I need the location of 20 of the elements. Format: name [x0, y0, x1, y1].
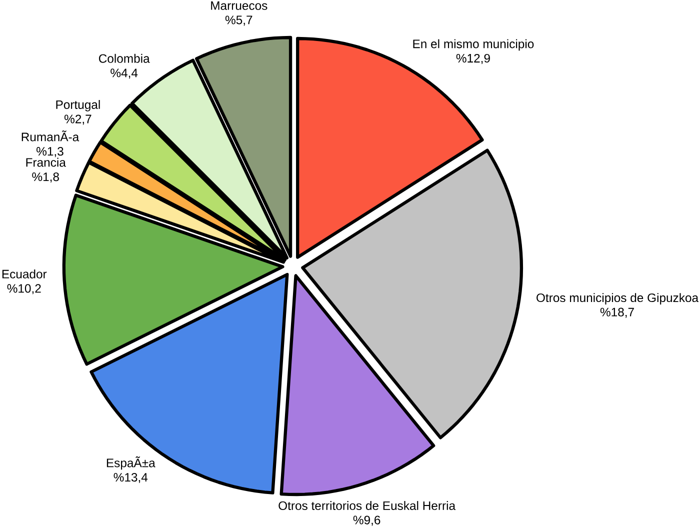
data-label: %9,6 — [353, 516, 380, 526]
slice-label: EspaÃ±a — [106, 456, 156, 470]
data-label: %5,7 — [225, 16, 252, 26]
data-label: %10,2 — [7, 284, 41, 294]
data-label: %1,3 — [36, 146, 64, 157]
slice-label: Marruecos — [211, 1, 268, 10]
data-label: %18,7 — [600, 308, 634, 318]
slice-label: Otros municipios de Gipuzkoa — [536, 293, 699, 304]
slice-label: Otros territorios de Euskal Herria — [278, 500, 456, 510]
slice-label: Portugal — [56, 100, 100, 112]
data-label: %1,8 — [32, 172, 59, 182]
data-label: %4,4 — [110, 68, 138, 79]
slice-label: RumanÃ-a — [22, 130, 80, 142]
slice-label: En el mismo municipio — [413, 39, 534, 51]
data-label: %13,4 — [114, 472, 148, 483]
slice-label: Colombia — [98, 54, 150, 63]
data-label: %12,9 — [456, 54, 490, 64]
data-label: %2,7 — [64, 114, 92, 125]
slice-label: Ecuador — [2, 269, 47, 278]
slice-label: Francia — [26, 158, 66, 167]
